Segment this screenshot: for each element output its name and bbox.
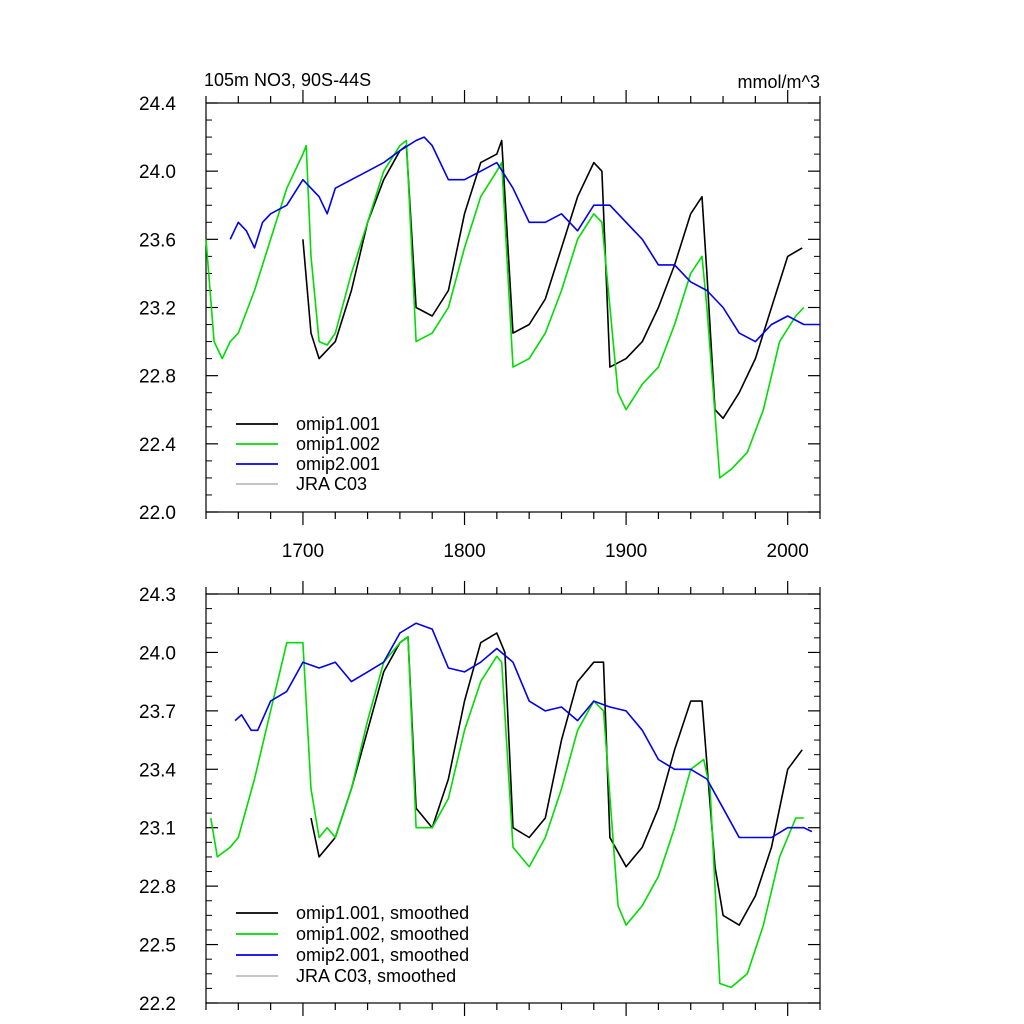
series-line-omip1-002: [205, 139, 805, 479]
y-tick-label: 22.2: [139, 994, 176, 1015]
y-tick-label: 24.0: [139, 162, 176, 183]
y-tick-label: 22.0: [139, 503, 176, 524]
panel-bottom: 22.2 22.5 22.8 23.1 23.4 23.7 24.0 24.3 omip1.00…: [139, 581, 821, 1016]
y-tick-label: 23.4: [139, 760, 176, 781]
y-tick-label: 22.8: [139, 877, 176, 898]
x-tick-label: 1900: [605, 541, 647, 562]
x-tick-label: 2000: [767, 541, 809, 562]
y-tick-label: 22.8: [139, 367, 176, 388]
legend-label: omip1.001, smoothed: [296, 903, 469, 923]
legend-label: JRA C03, smoothed: [296, 966, 456, 986]
y-tick-label: 23.6: [139, 230, 176, 251]
panel-top: 105m NO3, 90S-44S mmol/m^3 22.0 22.4 22.8 2…: [139, 70, 821, 562]
series-line-omip1-001: [302, 139, 803, 420]
legend-label: omip2.001, smoothed: [296, 945, 469, 965]
top-panel-title: 105m NO3, 90S-44S: [204, 70, 371, 90]
y-tick-label: 23.7: [139, 702, 176, 723]
series-line-omip2-001-smoothed: [234, 622, 813, 839]
legend-label: omip1.002: [296, 434, 380, 454]
series-line-omip1-002-smoothed: [210, 636, 804, 989]
y-tick-label: 22.4: [139, 435, 176, 456]
series-line-omip1-001-smoothed: [310, 632, 803, 926]
units-label: mmol/m^3: [738, 72, 820, 92]
y-tick-label: 23.2: [139, 299, 176, 320]
y-tick-label: 24.3: [139, 585, 176, 606]
series-line-omip2-001: [229, 136, 820, 343]
legend-label: omip1.001: [296, 414, 380, 434]
legend-label: omip1.002, smoothed: [296, 924, 469, 944]
y-tick-label: 22.5: [139, 936, 176, 957]
y-tick-label: 24.4: [139, 94, 176, 115]
y-tick-label: 24.0: [139, 643, 176, 664]
x-tick-label: 1800: [443, 541, 485, 562]
legend-label: JRA C03: [296, 474, 367, 494]
legend-label: omip2.001: [296, 454, 380, 474]
x-tick-label: 1700: [282, 541, 324, 562]
y-tick-label: 23.1: [139, 819, 176, 840]
